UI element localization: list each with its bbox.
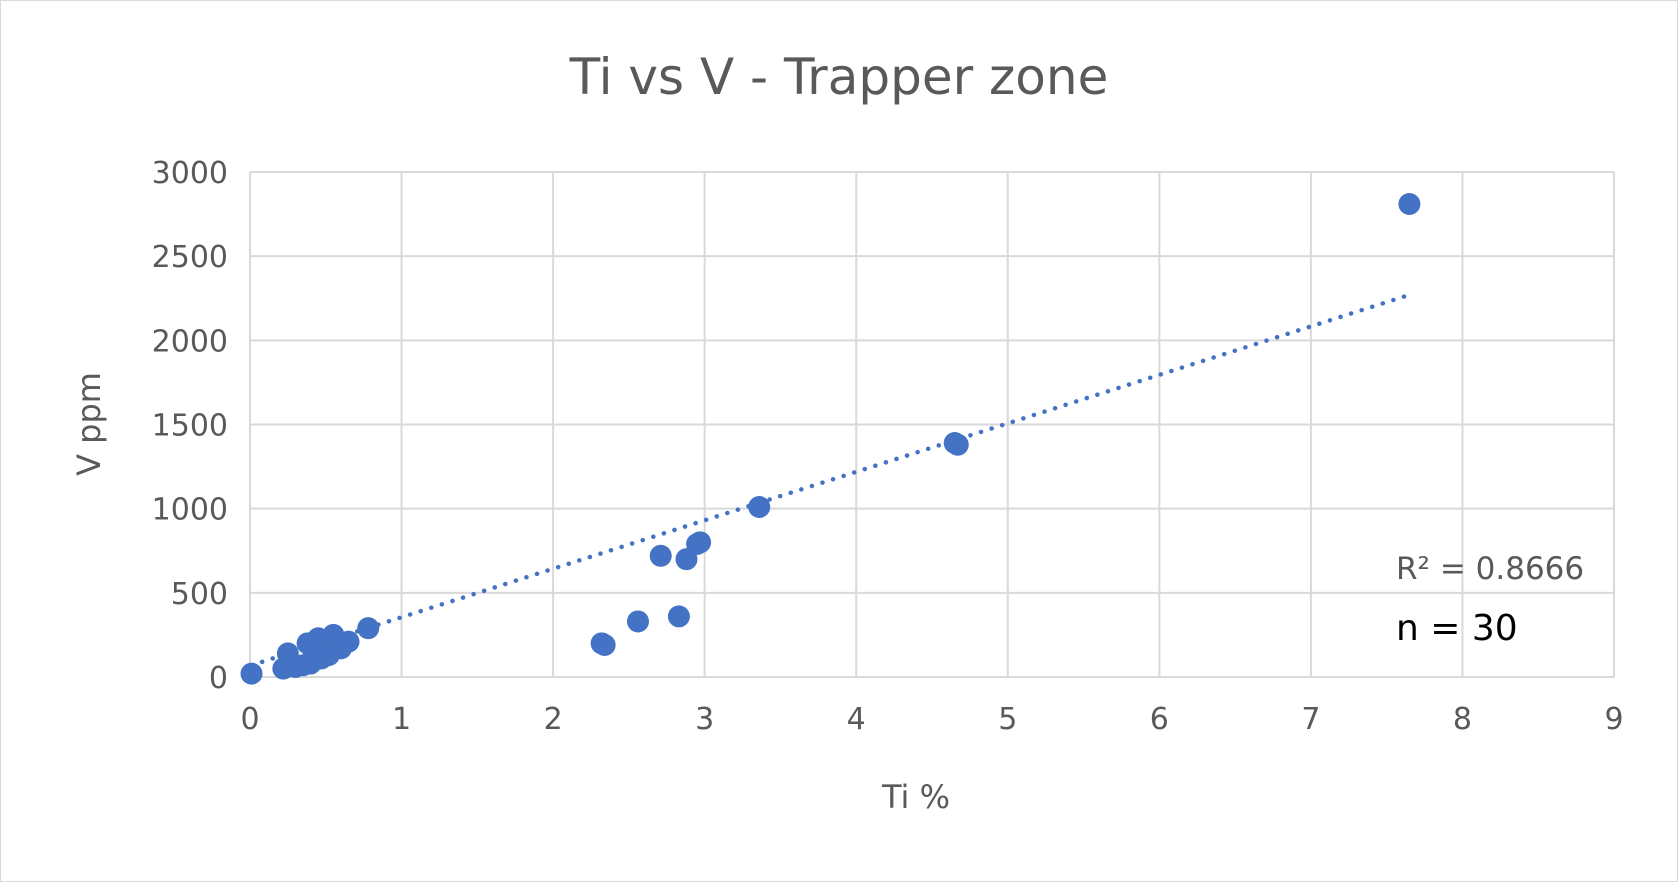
- y-tick-label: 500: [171, 577, 228, 612]
- y-tick-label: 0: [209, 661, 228, 696]
- y-tick-label: 2000: [152, 324, 228, 359]
- x-tick-label: 6: [1150, 702, 1169, 737]
- x-tick-label: 8: [1453, 702, 1472, 737]
- data-point: [311, 639, 334, 662]
- y-axis-title: V ppm: [70, 372, 108, 476]
- trendline-group: [249, 292, 1412, 668]
- y-tick-label: 1000: [152, 493, 228, 528]
- data-point: [946, 433, 969, 456]
- data-point: [626, 610, 649, 633]
- y-tick-labels: 0 500 1000 1500 2000 2500 3000: [152, 156, 228, 696]
- gridlines: [249, 171, 1615, 678]
- data-point: [240, 662, 263, 685]
- chart-title: Ti vs V - Trapper zone: [569, 48, 1109, 106]
- y-tick-label: 1500: [152, 409, 228, 444]
- x-tick-labels: 0 1 2 3 4 5 6 7 8 9: [240, 702, 1623, 737]
- sample-count-label: n = 30: [1396, 608, 1518, 649]
- data-point: [593, 634, 616, 657]
- x-tick-label: 3: [695, 702, 714, 737]
- y-tick-label: 3000: [152, 156, 228, 191]
- data-point: [748, 495, 771, 518]
- data-point: [667, 605, 690, 628]
- data-point: [337, 630, 360, 653]
- r-squared-label: R² = 0.8666: [1396, 551, 1584, 587]
- y-tick-label: 2500: [152, 240, 228, 275]
- linear-trendline: [249, 292, 1412, 668]
- data-points: [240, 192, 1421, 685]
- data-point: [357, 617, 380, 640]
- x-tick-label: 2: [544, 702, 563, 737]
- data-point: [689, 531, 712, 554]
- x-tick-label: 1: [392, 702, 411, 737]
- data-point: [1398, 192, 1421, 215]
- data-point: [649, 544, 672, 567]
- x-tick-label: 9: [1604, 702, 1623, 737]
- x-axis-title: Ti %: [881, 778, 950, 816]
- x-tick-label: 5: [998, 702, 1017, 737]
- x-tick-label: 4: [847, 702, 866, 737]
- x-tick-label: 0: [240, 702, 259, 737]
- x-tick-label: 7: [1301, 702, 1320, 737]
